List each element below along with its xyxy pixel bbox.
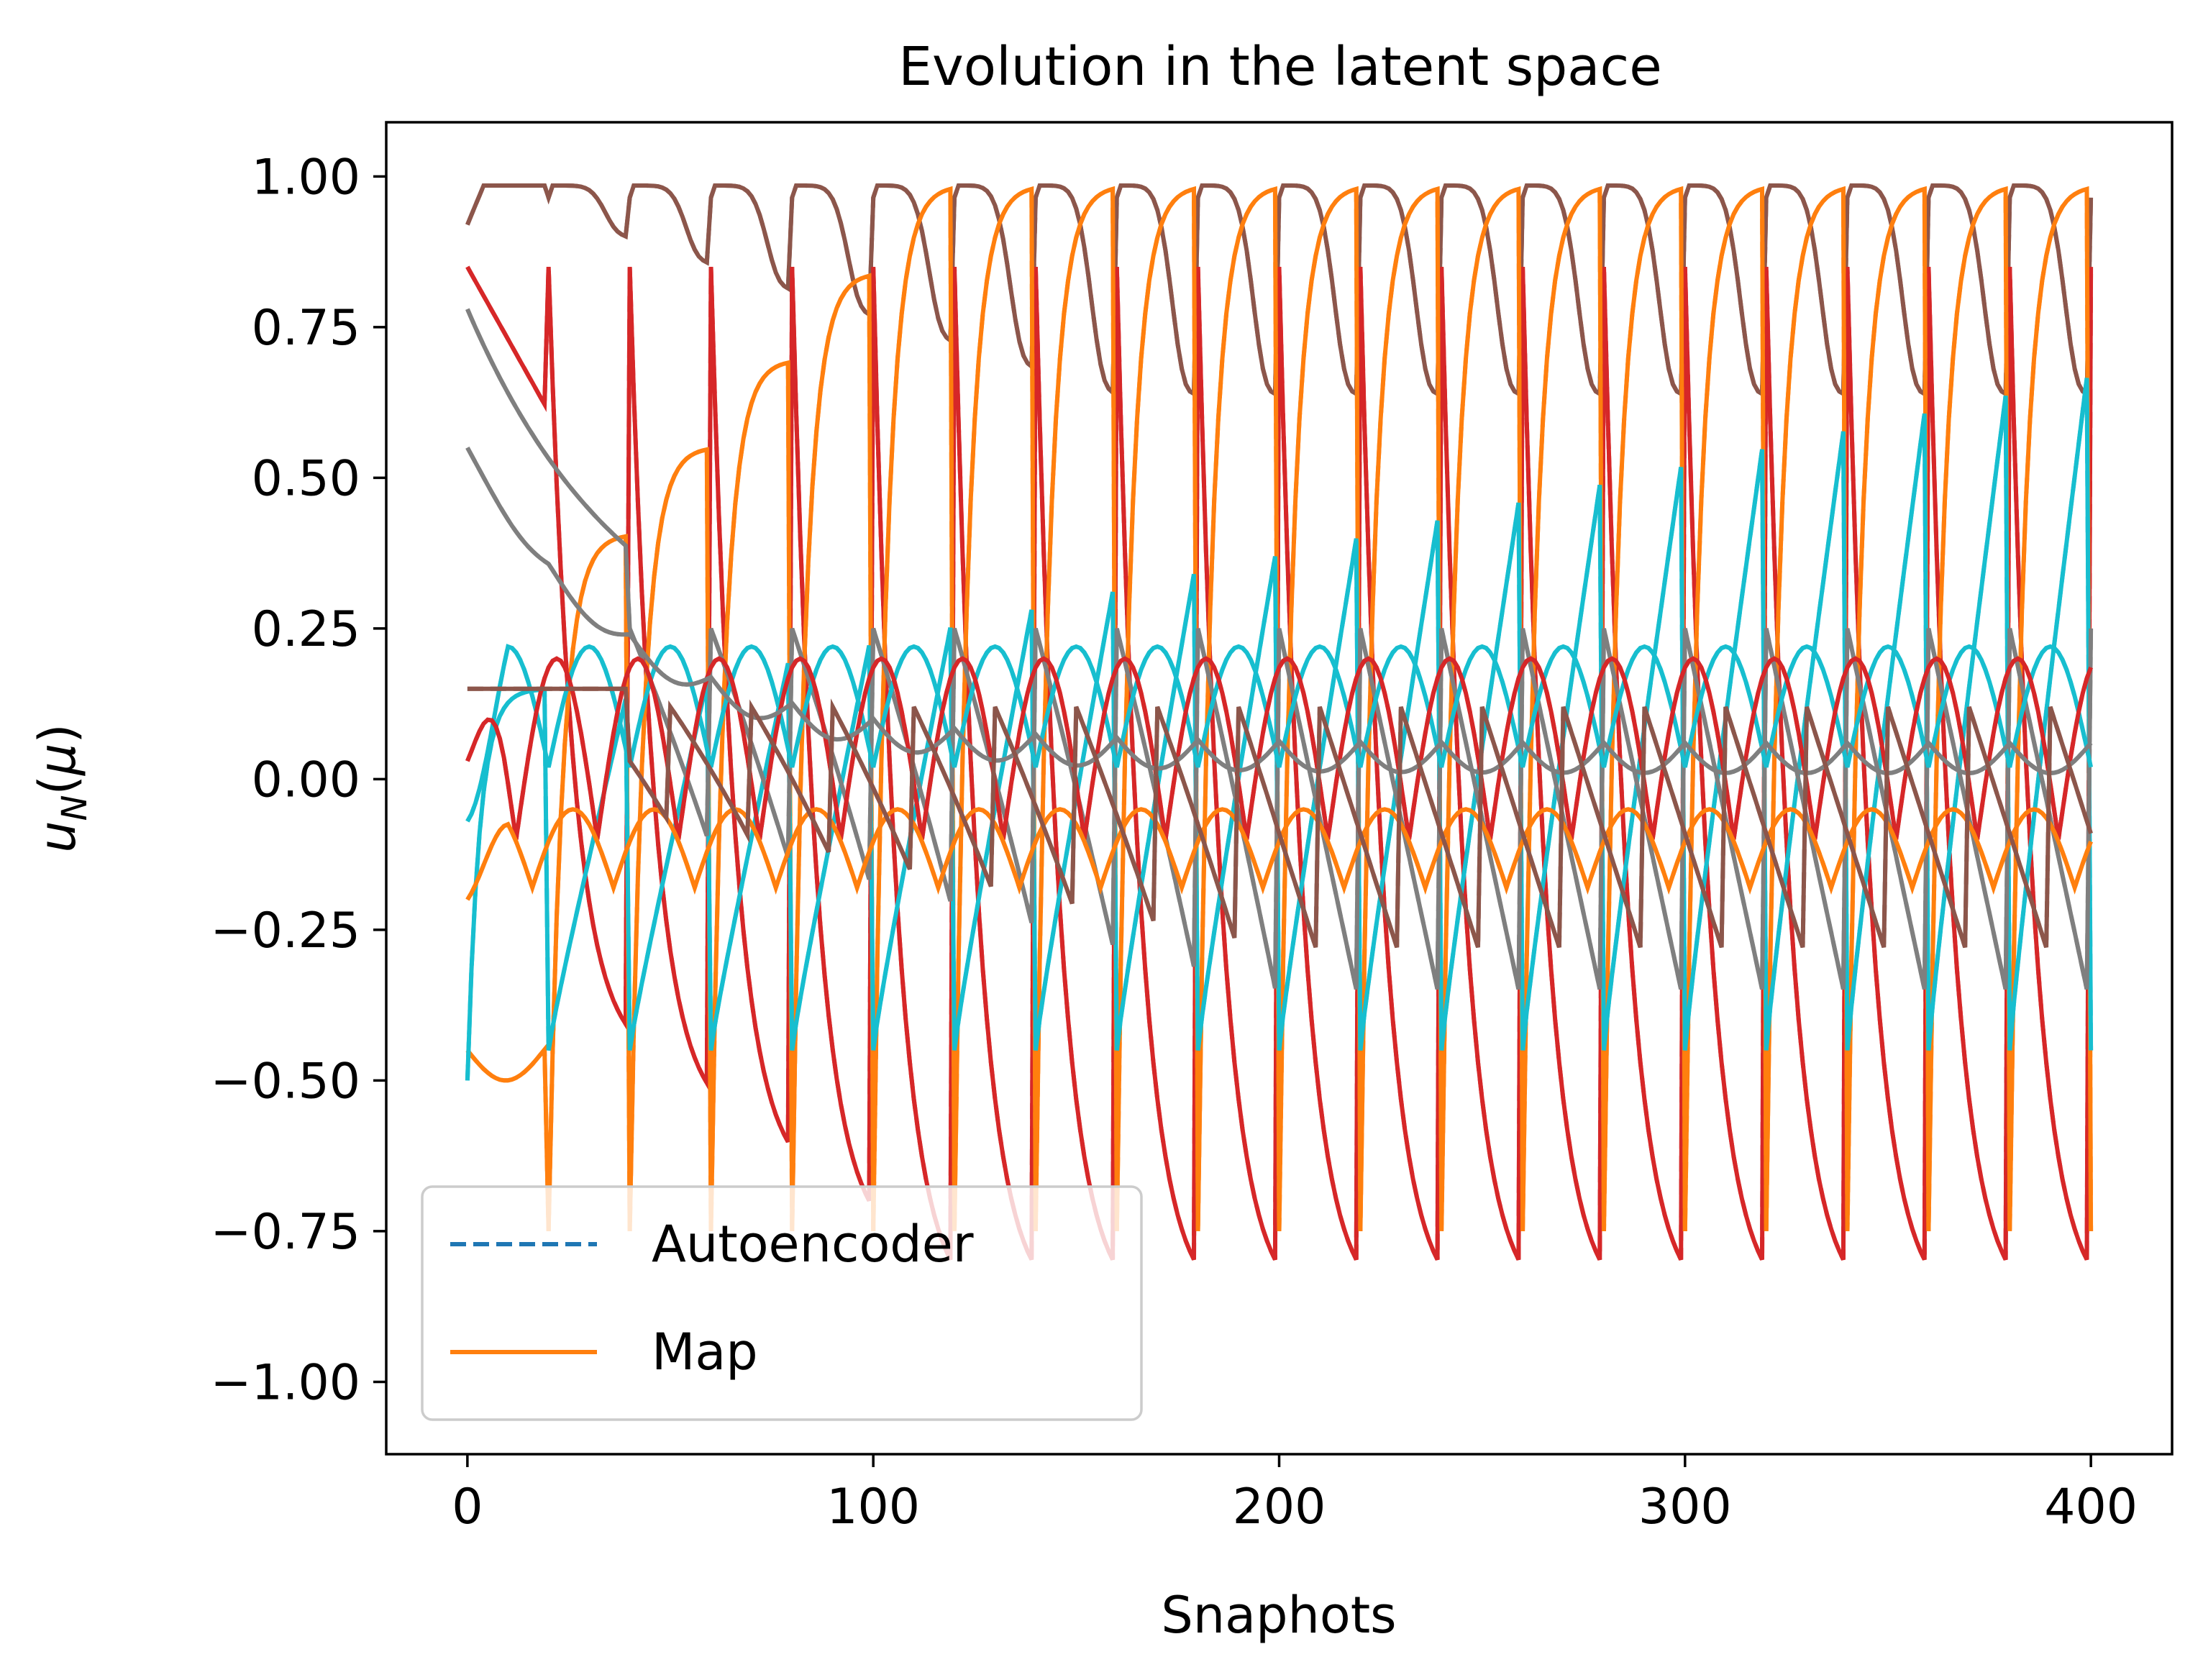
series-7-map-line bbox=[465, 807, 2093, 901]
x-tick-label: 200 bbox=[1233, 1479, 1326, 1535]
x-tick-label: 400 bbox=[2044, 1479, 2138, 1535]
y-axis-label: uN(μ) bbox=[28, 723, 95, 852]
y-tick-label: 0.75 bbox=[252, 300, 360, 357]
legend-autoencoder-label: Autoencoder bbox=[652, 1215, 974, 1274]
series-1-map-line bbox=[465, 265, 2094, 1261]
legend-map-label: Map bbox=[652, 1323, 758, 1382]
series-9-map-line bbox=[467, 686, 2093, 949]
legend-frame bbox=[421, 1185, 1143, 1421]
y-tick-label: 1.00 bbox=[252, 149, 360, 206]
y-axis-label-subscript: N bbox=[55, 795, 95, 821]
y-tick-label: −1.00 bbox=[211, 1354, 360, 1411]
x-axis-label: Snaphots bbox=[1161, 1586, 1396, 1645]
x-tick-label: 100 bbox=[826, 1479, 920, 1535]
series-layer bbox=[465, 183, 2094, 1261]
series-0-map-line bbox=[465, 183, 2094, 398]
series-6-map-line bbox=[465, 656, 2093, 840]
x-tick-label: 300 bbox=[1638, 1479, 1732, 1535]
y-tick-label: 0.00 bbox=[252, 752, 360, 808]
series-8-map-line bbox=[465, 447, 2093, 776]
chart-title: Evolution in the latent space bbox=[898, 36, 1661, 98]
legend: Autoencoder Map bbox=[421, 1185, 1143, 1421]
y-tick-label: −0.50 bbox=[211, 1053, 360, 1110]
y-tick-label: 0.50 bbox=[252, 450, 360, 507]
series-2-map-line bbox=[465, 186, 2094, 1231]
y-tick-label: 0.25 bbox=[252, 601, 360, 658]
series-3-map-line bbox=[465, 378, 2094, 1081]
y-axis: 1.00 0.75 0.50 0.25 0.00 −0.25 −0.50 −0.75 −1.00 bbox=[211, 149, 386, 1411]
x-tick-label: 0 bbox=[452, 1479, 483, 1535]
svg-text:uN(μ): uN(μ) bbox=[28, 723, 95, 852]
y-tick-label: −0.25 bbox=[211, 903, 360, 959]
x-axis: 0 100 200 300 400 bbox=[452, 1454, 2138, 1535]
y-tick-label: −0.75 bbox=[211, 1204, 360, 1261]
series-5-map-line bbox=[465, 644, 2094, 823]
